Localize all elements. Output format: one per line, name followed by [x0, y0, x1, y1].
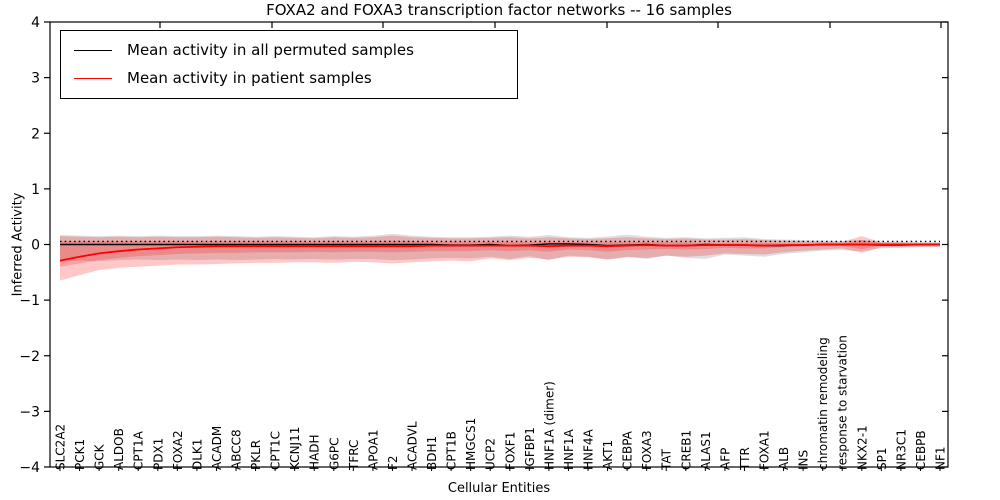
x-tick-label: TAT: [660, 448, 674, 471]
x-tick-label: ALB: [777, 447, 791, 470]
y-tick-label: 2: [31, 126, 40, 142]
x-tick-label: TFRC: [347, 440, 361, 471]
legend: Mean activity in all permuted samples Me…: [60, 30, 518, 99]
legend-item-patient: Mean activity in patient samples: [74, 64, 517, 92]
legend-item-label: Mean activity in patient samples: [127, 69, 372, 87]
x-tick-label: SP1: [875, 448, 889, 471]
x-tick-label: NKX2-1: [855, 425, 869, 470]
x-tick-label: AKT1: [601, 440, 615, 470]
x-tick-label: ALDOB: [112, 428, 126, 470]
x-tick-label: G6PC: [327, 437, 341, 470]
x-tick-label: CREB1: [679, 430, 693, 470]
y-tick-label: −2: [19, 349, 40, 365]
x-tick-label: SLC2A2: [54, 424, 68, 470]
y-tick-label: −4: [19, 460, 40, 476]
x-tick-label: HADH: [308, 435, 322, 471]
x-tick-label: FOXF1: [503, 432, 517, 470]
x-tick-label: DLK1: [190, 439, 204, 470]
x-tick-label: CEBPB: [914, 430, 928, 470]
y-axis-label: Inferred Activity: [10, 192, 26, 297]
x-tick-label: APOA1: [366, 429, 380, 470]
y-tick-label: 0: [31, 238, 40, 254]
y-tick-label: 3: [31, 71, 40, 87]
x-tick-label: FOXA2: [171, 430, 185, 470]
chart-title: FOXA2 and FOXA3 transcription factor net…: [266, 1, 732, 19]
x-tick-label: PKLR: [249, 440, 263, 470]
top-axis-ticks: [159, 22, 942, 28]
x-tick-label: NR3C1: [894, 429, 908, 470]
x-tick-label: chromatin remodeling: [816, 337, 830, 470]
black-line-swatch: [74, 49, 112, 51]
legend-item-label: Mean activity in all permuted samples: [127, 41, 414, 59]
x-tick-label: CPT1A: [132, 430, 146, 470]
x-tick-label: ALAS1: [699, 431, 713, 470]
x-tick-label: ACADVL: [406, 421, 420, 470]
x-tick-label: HMGCS1: [464, 418, 478, 470]
x-tick-label: KCNJ11: [288, 427, 302, 470]
y-tick-label: −1: [19, 293, 40, 309]
red-line-swatch: [74, 77, 112, 79]
x-tick-label: NF1: [934, 446, 948, 470]
x-tick-label: BDH1: [425, 436, 439, 470]
x-tick-label: CPT1B: [445, 431, 459, 470]
x-tick-label: IGFBP1: [523, 427, 537, 470]
x-tick-label: CPT1C: [269, 431, 283, 470]
category-labels: SLC2A2 PCK1 GCK ALDOB CPT1A PDX1 FOXA2 DLK1 ACAD…: [54, 335, 948, 471]
x-tick-label: INS: [797, 450, 811, 470]
x-tick-label: PDX1: [151, 438, 165, 470]
x-tick-label: F2: [386, 455, 400, 470]
x-tick-label: CEBPA: [621, 430, 635, 470]
x-tick-label: AFP: [718, 448, 732, 470]
permuted-samples-range-band: [60, 233, 940, 262]
x-tick-label: HNF4A: [582, 428, 596, 470]
x-axis-label: Cellular Entities: [447, 481, 551, 496]
x-tick-label: response to starvation: [836, 335, 850, 470]
x-tick-label: ABCC8: [230, 429, 244, 470]
y-tick-label: −3: [19, 404, 40, 420]
x-tick-label: FOXA1: [758, 430, 772, 470]
legend-item-permuted: Mean activity in all permuted samples: [74, 36, 517, 64]
x-tick-label: HNF1A (dimer): [542, 381, 556, 470]
x-tick-label: PCK1: [73, 439, 87, 470]
x-tick-label: TTR: [738, 447, 752, 471]
x-tick-label: GCK: [93, 443, 107, 470]
series-line-1: [59, 243, 940, 262]
x-tick-label: UCP2: [484, 438, 498, 470]
x-tick-label: ACADM: [210, 426, 224, 470]
x-tick-label: FOXA3: [640, 430, 654, 470]
x-axis-ticks: [59, 467, 941, 471]
y-tick-label: 4: [31, 15, 40, 31]
x-tick-label: HNF1A: [562, 428, 576, 470]
y-axis-ticks: 4 3 2 1 0 −1 −2 −3 −4: [19, 15, 948, 476]
y-tick-label: 1: [31, 182, 40, 198]
